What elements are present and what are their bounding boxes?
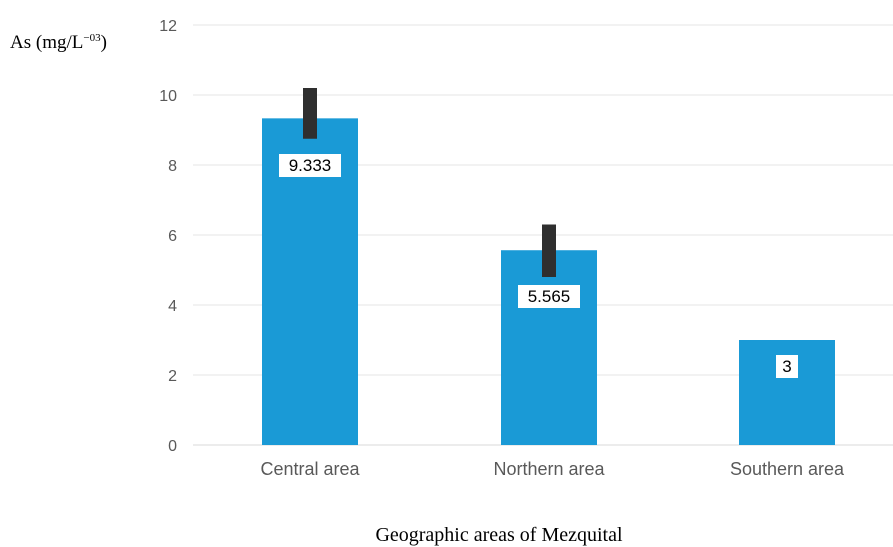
y-tick-labels: 0 2 4 6 8 10 12 (159, 18, 177, 455)
data-label-text: 5.565 (528, 287, 571, 306)
y-tick-label: 12 (159, 18, 177, 35)
error-bar (542, 224, 556, 277)
y-tick-label: 4 (168, 298, 177, 315)
data-label-text: 9.333 (289, 156, 332, 175)
y-tick-label: 0 (168, 438, 177, 455)
y-tick-label: 6 (168, 228, 177, 245)
data-label-box (776, 355, 798, 378)
data-label: 9.333 (279, 154, 341, 177)
data-labels: 9.333 5.565 3 (279, 154, 798, 378)
y-tick-label: 10 (159, 88, 177, 105)
bars (262, 118, 835, 445)
y-tick-label: 8 (168, 158, 177, 175)
data-label: 5.565 (518, 285, 580, 308)
category-label: Northern area (493, 459, 605, 479)
bar (501, 250, 597, 445)
error-bars (303, 88, 556, 277)
y-tick-label: 2 (168, 368, 177, 385)
data-label-text: 3 (782, 357, 791, 376)
x-axis-label: Geographic areas of Mezquital (375, 524, 623, 546)
data-label-box (279, 154, 341, 177)
error-bar (303, 88, 317, 139)
category-label: Central area (260, 459, 360, 479)
category-label: Southern area (730, 459, 845, 479)
data-label: 3 (776, 355, 798, 378)
data-label-box (518, 285, 580, 308)
category-labels: Central area Northern area Southern area (260, 459, 845, 479)
y-axis-label: As (mg/L−03) (10, 32, 107, 53)
